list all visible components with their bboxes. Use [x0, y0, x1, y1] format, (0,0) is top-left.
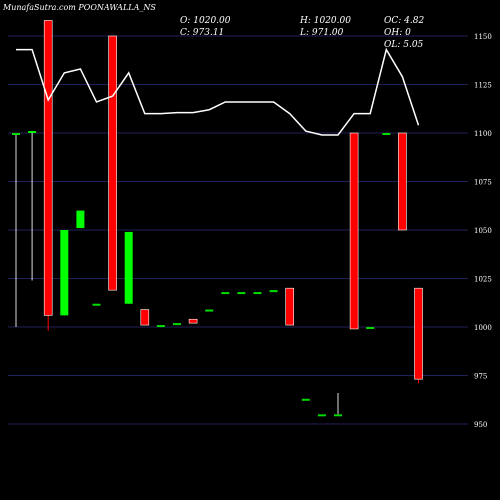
- y-tick-label: 975: [474, 373, 487, 381]
- ohlc-ol: OL: 5.05: [384, 40, 424, 50]
- candle-body: [124, 231, 133, 304]
- candle-body: [366, 327, 375, 329]
- y-tick-label: 1075: [474, 179, 492, 187]
- candle-body: [173, 323, 181, 326]
- y-tick-label: 950: [474, 421, 487, 429]
- y-tick-label: 1150: [474, 33, 492, 41]
- candle-body: [92, 303, 101, 306]
- ohlc-close: C: 973.11: [180, 28, 225, 38]
- ohlc-open: O: 1020.00: [180, 16, 231, 26]
- candle-body: [301, 398, 310, 401]
- y-axis-ticks: 1150 1125 1100 1075 1050 1025 1000 975 950: [474, 33, 492, 429]
- y-tick-label: 1100: [474, 130, 492, 138]
- grid-lines: [8, 35, 468, 425]
- candle-body: [76, 210, 85, 229]
- candle-body: [140, 309, 150, 326]
- y-tick-label: 1050: [474, 227, 492, 235]
- ohlc-oh: OH: 0: [384, 28, 411, 38]
- y-tick-label: 1025: [474, 276, 492, 284]
- candle-body: [269, 290, 278, 293]
- candle-body: [414, 287, 423, 380]
- candle-body: [188, 318, 198, 324]
- candles: [12, 20, 423, 417]
- candle-body: [237, 292, 246, 295]
- price-line-path: [16, 47, 420, 136]
- candle-body: [205, 309, 214, 312]
- candle-body: [398, 132, 407, 231]
- candle-body: [108, 35, 117, 291]
- candle-body: [334, 414, 342, 417]
- candle-body: [285, 287, 295, 326]
- candle-body: [43, 20, 53, 316]
- candle-body: [382, 133, 391, 135]
- price-line: [16, 47, 420, 136]
- candle-body: [253, 292, 262, 295]
- y-tick-label: 1000: [474, 324, 492, 332]
- candle-body: [221, 292, 230, 295]
- candle-body: [28, 131, 37, 134]
- candle-body: [156, 325, 165, 328]
- candle-body: [349, 132, 359, 330]
- candle-body: [60, 230, 69, 316]
- candle-body: [317, 414, 326, 417]
- ohlc-high: H: 1020.00: [300, 16, 351, 26]
- candle-body: [12, 133, 20, 135]
- ohlc-low: L: 971.00: [300, 28, 344, 38]
- chart-title: MunafaSutra.com POONAWALLA_NS: [3, 3, 156, 12]
- y-tick-label: 1125: [474, 82, 492, 90]
- ohlc-oc: OC: 4.82: [384, 16, 425, 26]
